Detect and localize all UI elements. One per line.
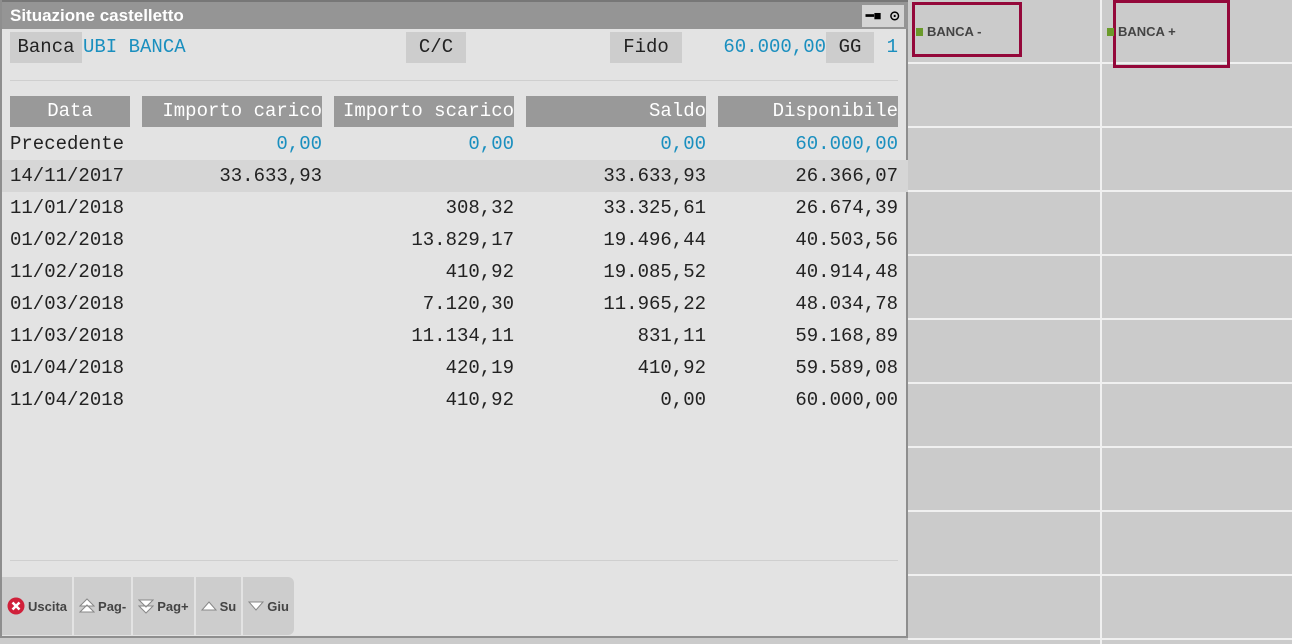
column-header-saldo: Saldo [526, 96, 706, 127]
banca-plus-card[interactable]: BANCA + [1107, 0, 1230, 68]
button-label: Uscita [28, 598, 68, 614]
grid-line [908, 62, 1292, 64]
cell-saldo: 0,00 [660, 133, 706, 155]
footer-toolbar: Uscita Pag- Pag+ Su Giu [2, 577, 294, 635]
cell-data: 11/03/2018 [10, 325, 125, 347]
arrow-up-icon [200, 601, 217, 611]
button-label: Pag+ [157, 598, 189, 614]
cell-saldo: 831,11 [637, 325, 706, 347]
cell-saldo: 33.325,61 [603, 197, 706, 219]
table-row[interactable]: 01/03/2018 7.120,30 11.965,22 48.034,78 [2, 288, 908, 320]
table-row[interactable]: 14/11/2017 33.633,93 33.633,93 26.366,07 [2, 160, 908, 192]
grid-line [908, 510, 1292, 512]
cell-disponibile: 26.674,39 [795, 197, 898, 219]
cell-saldo: 11.965,22 [603, 293, 706, 315]
castelletto-dialog: Situazione castelletto ━■ ⊙ Banca UBI BAN… [0, 0, 908, 638]
uscita-button[interactable]: Uscita [2, 577, 75, 635]
fido-label: Fido [610, 32, 682, 63]
cell-disponibile: 26.366,07 [795, 165, 898, 187]
cell-data: 01/03/2018 [10, 293, 125, 315]
cell-importo-scarico: 13.829,17 [411, 229, 514, 251]
grid-line [908, 574, 1292, 576]
grid-line [908, 638, 1292, 640]
table-row[interactable]: 01/04/2018 420,19 410,92 59.589,08 [2, 352, 908, 384]
cell-saldo: 0,00 [660, 389, 706, 411]
title-bar: Situazione castelletto ━■ ⊙ [2, 0, 908, 29]
giu-button[interactable]: Giu [243, 577, 294, 635]
column-header-importo-carico: Importo carico [142, 96, 322, 127]
divider [10, 80, 898, 81]
cell-disponibile: 60.000,00 [795, 389, 898, 411]
window-title: Situazione castelletto [10, 6, 184, 25]
cell-importo-scarico: 7.120,30 [422, 293, 514, 315]
banca-value: UBI BANCA [83, 36, 186, 58]
gg-value: 1 [886, 36, 898, 58]
su-button[interactable]: Su [196, 577, 244, 635]
grid-line [908, 382, 1292, 384]
pag-plus-button[interactable]: Pag+ [133, 577, 196, 635]
cell-saldo: 19.496,44 [603, 229, 706, 251]
grid-line [908, 126, 1292, 128]
table-row[interactable]: 11/04/2018 410,92 0,00 60.000,00 [2, 384, 908, 416]
banca-minus-card[interactable]: BANCA - [912, 2, 1022, 57]
banca-minus-label: BANCA - [927, 24, 982, 39]
cell-disponibile: 59.168,89 [795, 325, 898, 347]
cell-data: 01/04/2018 [10, 357, 125, 379]
banca-plus-label: BANCA + [1118, 24, 1176, 39]
cell-data: 11/01/2018 [10, 197, 125, 219]
cell-data: 01/02/2018 [10, 229, 125, 251]
column-header-disponibile: Disponibile [718, 96, 898, 127]
grid-line [908, 318, 1292, 320]
divider [10, 560, 898, 561]
cell-disponibile: 60.000,00 [795, 133, 898, 155]
radio-icon[interactable]: ⊙ [889, 8, 901, 23]
table-row[interactable]: 01/02/2018 13.829,17 19.496,44 40.503,56 [2, 224, 908, 256]
cc-label: C/C [406, 32, 466, 63]
cell-data: 11/02/2018 [10, 261, 125, 283]
cell-importo-scarico: 308,32 [445, 197, 514, 219]
cell-disponibile: 59.589,08 [795, 357, 898, 379]
pag-minus-button[interactable]: Pag- [74, 577, 134, 635]
column-header-data: Data [10, 96, 130, 127]
arrow-down-icon [248, 601, 265, 611]
cell-saldo: 19.085,52 [603, 261, 706, 283]
fido-value: 60.000,00 [723, 36, 826, 58]
cell-importo-carico: 0,00 [276, 133, 322, 155]
cell-importo-scarico: 420,19 [445, 357, 514, 379]
pin-icon[interactable]: ━■ [865, 8, 882, 23]
cell-data: Precedente [10, 133, 125, 155]
grid-line [1100, 0, 1102, 644]
button-label: Pag- [98, 598, 127, 614]
cell-importo-scarico: 410,92 [445, 261, 514, 283]
cell-saldo: 33.633,93 [603, 165, 706, 187]
gg-label: GG [826, 32, 874, 63]
grid-line [908, 254, 1292, 256]
table-row[interactable]: 11/03/2018 11.134,11 831,11 59.168,89 [2, 320, 908, 352]
close-icon [7, 597, 25, 615]
cell-saldo: 410,92 [637, 357, 706, 379]
cell-importo-carico: 33.633,93 [219, 165, 322, 187]
cell-disponibile: 40.503,56 [795, 229, 898, 251]
grid-line [908, 446, 1292, 448]
cell-data: 14/11/2017 [10, 165, 125, 187]
green-marker-icon [916, 28, 923, 36]
button-label: Su [219, 598, 237, 614]
page-up-icon [79, 598, 96, 613]
cell-importo-scarico: 410,92 [445, 389, 514, 411]
cell-importo-scarico: 0,00 [468, 133, 514, 155]
green-marker-icon [1107, 28, 1114, 36]
cell-disponibile: 40.914,48 [795, 261, 898, 283]
column-header-importo-scarico: Importo scarico [334, 96, 514, 127]
cell-data: 11/04/2018 [10, 389, 125, 411]
table-row[interactable]: Precedente 0,00 0,00 0,00 60.000,00 [2, 128, 908, 160]
page-down-icon [138, 599, 155, 614]
cell-disponibile: 48.034,78 [795, 293, 898, 315]
button-label: Giu [267, 598, 289, 614]
table-row[interactable]: 11/02/2018 410,92 19.085,52 40.914,48 [2, 256, 908, 288]
grid-line [908, 190, 1292, 192]
cell-importo-scarico: 11.134,11 [411, 325, 514, 347]
banca-label: Banca [10, 32, 82, 63]
table-row[interactable]: 11/01/2018 308,32 33.325,61 26.674,39 [2, 192, 908, 224]
